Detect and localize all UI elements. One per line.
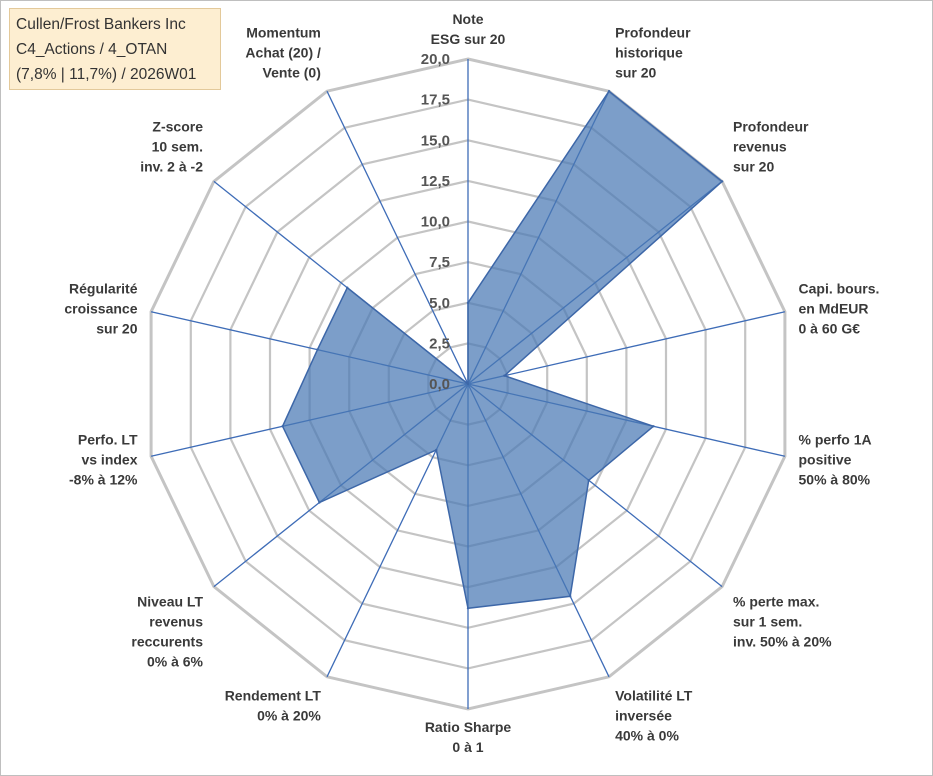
series-point	[569, 595, 572, 598]
tick-label: 10,0	[421, 214, 450, 231]
axis-label: Volatilité LT inversée 40% à 0%	[615, 687, 693, 743]
axis-label-line: en MdEUR	[799, 301, 869, 317]
radar-axis-labels: Note ESG sur 20 Profondeur historique sur 20…	[64, 11, 879, 755]
series-point	[435, 448, 438, 452]
series-point	[652, 425, 655, 428]
axis-label: Ratio Sharpe 0 à 1	[425, 719, 512, 755]
axis-label: Profondeur historique sur 20	[615, 25, 691, 81]
series-point	[466, 382, 470, 386]
axis-label: Niveau LT revenus reccurents 0% à 6%	[131, 593, 203, 669]
axis-spoke	[467, 311, 786, 385]
title-returns-week: (7,8% | 11,7%) / 2026W01	[16, 66, 197, 83]
axis-label: Capi. bours. en MdEUR 0 à 60 G€	[799, 281, 880, 337]
axis-label: Profondeur revenus sur 20	[733, 119, 809, 175]
title-company: Cullen/Frost Bankers Inc	[16, 16, 186, 33]
series-point	[466, 607, 470, 610]
title-category: C4_Actions / 4_OTAN	[16, 41, 168, 58]
series-point	[318, 501, 321, 504]
tick-label: 12,5	[421, 173, 450, 190]
axis-label-line: Capi. bours.	[799, 281, 880, 297]
series-area	[281, 90, 724, 610]
axis-spoke	[326, 90, 469, 385]
axis-label-line: revenus	[149, 613, 203, 629]
series-point	[316, 348, 319, 351]
series-point	[281, 425, 284, 428]
tick-label: 17,5	[421, 92, 450, 109]
axis-label-line: croissance	[64, 301, 137, 317]
axis-label-line: 0 à 60 G€	[799, 321, 861, 337]
axis-label-line: 0 à 1	[452, 739, 483, 755]
axis-label-line: 10 sem.	[152, 139, 203, 155]
axis-label-line: reccurents	[131, 633, 203, 649]
series-point	[466, 301, 470, 304]
series-point	[587, 479, 590, 482]
axis-label-line: 0% à 20%	[257, 707, 321, 723]
axis-label-line: sur 20	[615, 65, 656, 81]
tick-label: 2,5	[429, 335, 450, 352]
axis-label-line: Niveau LT	[137, 593, 203, 609]
axis-label: Z-score 10 sem. inv. 2 à -2	[140, 119, 203, 175]
axis-label-line: 50% à 80%	[799, 471, 871, 487]
tick-label: 7,5	[429, 254, 450, 271]
axis-label-line: Note	[452, 11, 483, 27]
radar-tick-labels: 0,0 2,5 5,0 7,5 10,0 12,5 15,0 17,5 20,0	[421, 51, 450, 393]
axis-label-line: ESG sur 20	[431, 31, 506, 47]
axis-label-line: Vente (0)	[263, 65, 321, 81]
axis-label-line: Achat (20) /	[245, 45, 321, 61]
axis-label: Momentum Achat (20) / Vente (0)	[245, 25, 321, 81]
axis-label-line: Rendement LT	[225, 687, 322, 703]
axis-label-line: % perfo 1A	[799, 431, 872, 447]
axis-label-line: Z-score	[152, 119, 203, 135]
axis-label: % perfo 1A positive 50% à 80%	[799, 431, 872, 487]
axis-label-line: 40% à 0%	[615, 727, 679, 743]
axis-label-line: Ratio Sharpe	[425, 719, 512, 735]
axis-label-line: % perte max.	[733, 593, 819, 609]
axis-label-line: -8% à 12%	[69, 471, 138, 487]
axis-label-line: sur 1 sem.	[733, 613, 802, 629]
axis-label-line: Profondeur	[615, 25, 691, 41]
tick-label: 20,0	[421, 51, 450, 68]
axis-label-line: Perfo. LT	[78, 431, 138, 447]
axis-label-line: Momentum	[246, 25, 321, 41]
axis-label: Note ESG sur 20	[431, 11, 506, 47]
series-point	[607, 90, 611, 93]
axis-label-line: positive	[799, 451, 852, 467]
axis-label-line: Profondeur	[733, 119, 809, 135]
axis-label-line: revenus	[733, 139, 787, 155]
axis-label: Perfo. LT vs index -8% à 12%	[69, 431, 138, 487]
tick-label: 5,0	[429, 295, 450, 312]
axis-label-line: inv. 50% à 20%	[733, 633, 832, 649]
series-point	[346, 286, 349, 289]
tick-label: 0,0	[429, 376, 450, 393]
axis-label-line: vs index	[81, 451, 137, 467]
axis-label-line: 0% à 6%	[147, 653, 204, 669]
axis-label-line: sur 20	[733, 159, 774, 175]
series-point	[503, 374, 506, 377]
axis-label: Rendement LT 0% à 20%	[225, 687, 322, 723]
axis-label-line: Volatilité LT	[615, 687, 693, 703]
axis-label: Régularité croissance sur 20	[64, 281, 137, 337]
axis-label-line: sur 20	[96, 321, 137, 337]
axis-label-line: inversée	[615, 707, 672, 723]
axis-label-line: historique	[615, 45, 683, 61]
radar-series	[281, 90, 724, 610]
axis-label-line: inv. 2 à -2	[140, 159, 203, 175]
tick-label: 15,0	[421, 132, 450, 149]
axis-label: % perte max. sur 1 sem. inv. 50% à 20%	[733, 593, 832, 649]
series-point	[720, 180, 724, 183]
axis-label-line: Régularité	[69, 281, 138, 297]
chart-title-box: Cullen/Frost Bankers Inc C4_Actions / 4_…	[9, 8, 221, 90]
